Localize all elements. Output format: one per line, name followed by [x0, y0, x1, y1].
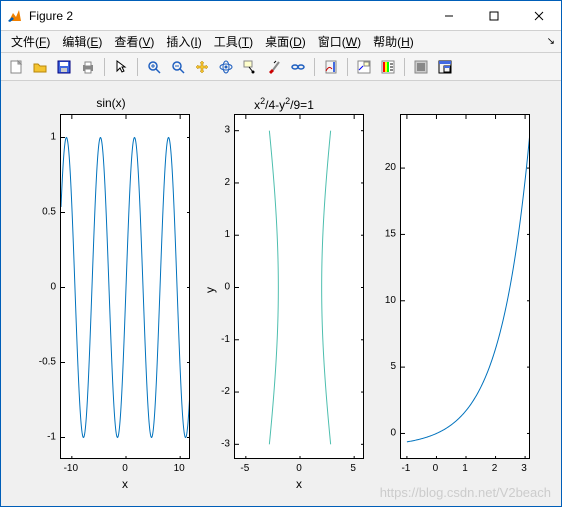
svg-text:0: 0 — [390, 427, 396, 438]
figure-window: Figure 2 文件(F)编辑(E)查看(V)插入(I)工具(T)桌面(D)窗… — [0, 0, 562, 507]
svg-text:0: 0 — [224, 282, 230, 293]
svg-text:-3: -3 — [221, 438, 230, 449]
svg-text:-1: -1 — [221, 334, 230, 345]
svg-text:5: 5 — [390, 361, 396, 372]
svg-text:10: 10 — [174, 463, 186, 474]
toolbar-separator — [314, 58, 315, 76]
toolbar-separator — [137, 58, 138, 76]
svg-text:0: 0 — [433, 463, 439, 474]
svg-text:-1: -1 — [401, 463, 410, 474]
svg-text:0: 0 — [296, 463, 302, 474]
print-icon[interactable] — [77, 56, 99, 78]
link-icon[interactable] — [287, 56, 309, 78]
toolbar — [1, 53, 561, 81]
svg-text:0.5: 0.5 — [42, 207, 56, 218]
svg-text:-5: -5 — [240, 463, 249, 474]
svg-text:10: 10 — [385, 295, 397, 306]
plot2-xlabel: x — [296, 477, 302, 491]
figure-area: sin(x) -1-0.500.51 -10010 x x2/4-y2/9=1 … — [1, 81, 561, 506]
toolbar-separator — [347, 58, 348, 76]
svg-text:0: 0 — [50, 282, 56, 293]
plot1-yticks: -1 -0.5 0 0.5 1 — [32, 114, 60, 459]
window-controls — [426, 1, 561, 30]
insert-colorbar-icon[interactable] — [377, 56, 399, 78]
svg-text:1: 1 — [462, 463, 468, 474]
svg-text:-2: -2 — [221, 386, 230, 397]
svg-text:2: 2 — [224, 177, 230, 188]
plot1-axes[interactable] — [60, 114, 190, 459]
dock-icon[interactable] — [434, 56, 456, 78]
plot2-title: x2/4-y2/9=1 — [254, 96, 314, 112]
menubar-overflow-icon[interactable]: ↘ — [547, 36, 555, 47]
toolbar-separator — [104, 58, 105, 76]
open-icon[interactable] — [29, 56, 51, 78]
svg-text:20: 20 — [385, 162, 397, 173]
pan-icon[interactable] — [191, 56, 213, 78]
pointer-icon[interactable] — [110, 56, 132, 78]
svg-text:5: 5 — [350, 463, 356, 474]
maximize-button[interactable] — [471, 1, 516, 30]
datacursor-icon[interactable] — [239, 56, 261, 78]
svg-text:-10: -10 — [64, 463, 79, 474]
svg-text:-0.5: -0.5 — [39, 357, 57, 368]
new-icon[interactable] — [5, 56, 27, 78]
menu-h[interactable]: 帮助(H) — [367, 31, 420, 52]
menu-v[interactable]: 查看(V) — [108, 31, 160, 52]
subplot-1: sin(x) -1 -0.5 0 0.5 1 -10 0 10 x — [32, 96, 190, 491]
menu-w[interactable]: 窗口(W) — [312, 31, 367, 52]
save-icon[interactable] — [53, 56, 75, 78]
titlebar: Figure 2 — [1, 1, 561, 31]
menu-f[interactable]: 文件(F) — [5, 31, 56, 52]
plot2-yticks: -3 -2 -1 0 1 2 3 — [216, 114, 234, 459]
plot3-axes[interactable] — [400, 114, 530, 459]
plot3-yticks: 0 5 10 15 20 — [378, 114, 400, 459]
toolbar-separator — [404, 58, 405, 76]
menu-e[interactable]: 编辑(E) — [56, 31, 108, 52]
brush-icon[interactable] — [263, 56, 285, 78]
svg-text:3: 3 — [521, 463, 527, 474]
colorbar-icon[interactable] — [320, 56, 342, 78]
plot2-ylabel: y — [203, 281, 217, 293]
plot1-xlabel: x — [122, 477, 128, 491]
menu-i[interactable]: 插入(I) — [160, 31, 207, 52]
zoom-in-icon[interactable] — [143, 56, 165, 78]
plots-container: sin(x) -1-0.500.51 -10010 x x2/4-y2/9=1 … — [14, 86, 548, 501]
svg-text:2: 2 — [492, 463, 498, 474]
svg-text:0: 0 — [122, 463, 128, 474]
matlab-icon — [7, 8, 23, 24]
svg-text:3: 3 — [224, 125, 230, 136]
rotate3d-icon[interactable] — [215, 56, 237, 78]
plot2-axes[interactable] — [234, 114, 364, 459]
window-title: Figure 2 — [29, 9, 426, 23]
hide-tools-icon[interactable] — [410, 56, 432, 78]
plot3-xticks: -1 0 1 2 3 — [400, 459, 530, 475]
menubar: 文件(F)编辑(E)查看(V)插入(I)工具(T)桌面(D)窗口(W)帮助(H)… — [1, 31, 561, 53]
menu-d[interactable]: 桌面(D) — [259, 31, 312, 52]
zoom-out-icon[interactable] — [167, 56, 189, 78]
plot1-xticks: -10 0 10 — [60, 459, 190, 475]
close-button[interactable] — [516, 1, 561, 30]
menu-t[interactable]: 工具(T) — [208, 31, 259, 52]
insert-legend-icon[interactable] — [353, 56, 375, 78]
svg-text:1: 1 — [50, 132, 56, 143]
plot2-xticks: -5 0 5 — [234, 459, 364, 475]
svg-text:-1: -1 — [47, 432, 56, 443]
plot1-title: sin(x) — [96, 96, 125, 112]
subplot-3: 0 5 10 15 20 -1 0 1 2 3 — [378, 96, 530, 491]
subplot-2: x2/4-y2/9=1 y -3 -2 -1 0 1 2 3 -5 0 5 x — [204, 96, 364, 491]
minimize-button[interactable] — [426, 1, 471, 30]
watermark: https://blog.csdn.net/V2beach — [380, 485, 551, 500]
svg-text:15: 15 — [385, 228, 397, 239]
svg-text:1: 1 — [224, 229, 230, 240]
